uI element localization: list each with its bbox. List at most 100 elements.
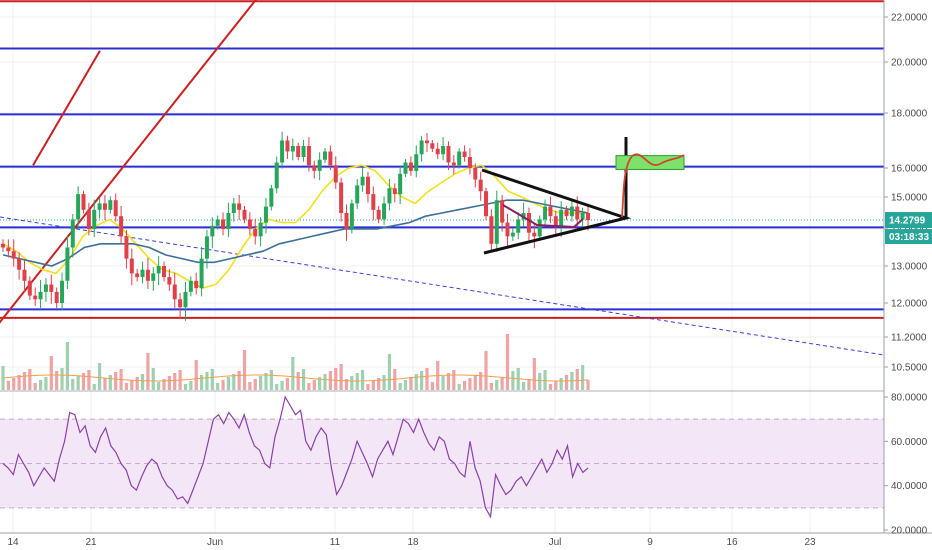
- volume-bar: [296, 372, 300, 390]
- candle-body: [559, 209, 564, 226]
- candle-body: [221, 219, 226, 229]
- horizontal-levels: [0, 0, 884, 319]
- candle-body: [510, 232, 515, 237]
- price-tick-label: 22.0000: [891, 13, 928, 24]
- volume-bar: [216, 383, 220, 390]
- candle-body: [215, 219, 220, 226]
- candle-body: [543, 206, 548, 220]
- volume-bar: [312, 380, 316, 390]
- rsi-polyline: [2, 395, 589, 519]
- candle-body: [70, 219, 75, 248]
- rsi-tick-label: 80.0000: [891, 393, 928, 404]
- candle-body: [6, 247, 11, 252]
- sma-line: [2, 199, 589, 267]
- volume-bar: [511, 371, 515, 390]
- volume-bar: [189, 381, 193, 390]
- candle-body: [355, 185, 360, 204]
- volume-bar: [28, 369, 32, 390]
- volume-bar: [248, 382, 252, 390]
- date-tick-label: 11: [330, 537, 341, 548]
- price-tick-label: 13.0000: [891, 262, 928, 273]
- volume-average: [2, 374, 589, 382]
- volume-bar: [446, 373, 451, 390]
- volume-bar: [87, 370, 91, 390]
- volume-bar: [210, 369, 214, 390]
- candle-body: [575, 206, 580, 220]
- date-tick-label: 16: [726, 537, 738, 548]
- candle-body: [414, 154, 419, 171]
- volume-bar: [559, 378, 563, 390]
- candle-body: [344, 213, 349, 229]
- price-tick-label: 16.0000: [891, 164, 928, 175]
- candle-body: [478, 179, 483, 192]
- volume-bar: [130, 380, 134, 390]
- volume-bar: [76, 376, 80, 390]
- volume-bar: [124, 383, 129, 390]
- volume-bar: [441, 376, 445, 390]
- volume-bar: [377, 378, 381, 390]
- candle-body: [167, 277, 172, 285]
- volume-bar: [403, 380, 408, 390]
- date-tick-label: Jun: [207, 537, 223, 548]
- candle-body: [484, 191, 489, 217]
- volume-bar: [226, 377, 231, 390]
- volume-bar: [22, 372, 27, 390]
- dashed-trendline: [0, 216, 885, 356]
- volume-bar: [382, 375, 386, 390]
- projected-path: [621, 153, 685, 218]
- candle-body: [17, 258, 22, 270]
- candle-body: [210, 225, 215, 237]
- volume-bar: [259, 376, 263, 390]
- volume-bar: [500, 377, 504, 390]
- candle-body: [494, 200, 499, 244]
- candle-body: [65, 247, 70, 281]
- gridlines: [0, 0, 884, 533]
- current-price-badge: [885, 212, 932, 229]
- volume-bar: [253, 379, 257, 390]
- date-tick-label: 14: [7, 537, 19, 548]
- pattern-overlay: [481, 137, 685, 255]
- volume-bar: [221, 380, 225, 390]
- candle-body: [119, 216, 124, 237]
- volume-bar: [323, 374, 327, 390]
- volume-bar: [554, 381, 558, 390]
- candle-body: [365, 176, 370, 195]
- candle-body: [86, 209, 91, 229]
- volume-bar: [371, 381, 375, 390]
- volume-bar: [339, 364, 343, 390]
- volume-bar: [366, 384, 370, 390]
- candle-body: [49, 284, 54, 292]
- candle-body: [360, 176, 365, 186]
- candle-body: [419, 140, 424, 155]
- candle-body: [38, 291, 43, 300]
- candle-body: [102, 203, 107, 210]
- volume-bar: [495, 380, 499, 390]
- volume-bar: [334, 368, 338, 390]
- volume-bar: [55, 371, 59, 390]
- candle-body: [226, 213, 231, 229]
- candle-body: [446, 146, 451, 163]
- candle-body: [349, 203, 354, 229]
- current-price-label: 14.2799: [889, 216, 926, 227]
- candle-body: [392, 188, 397, 195]
- candle-body: [27, 280, 32, 296]
- volume-bar: [65, 342, 70, 390]
- volume-bar: [307, 383, 311, 390]
- price-tick-label: 20.0000: [891, 58, 928, 69]
- volume-bar: [457, 384, 461, 390]
- candle-body: [317, 159, 322, 171]
- candle-body: [172, 284, 177, 300]
- candle-body: [269, 188, 274, 207]
- candle-body: [306, 146, 311, 166]
- candle-body: [553, 216, 558, 226]
- volume-bar: [38, 380, 43, 390]
- candle-body: [441, 146, 446, 155]
- candle-body: [371, 194, 376, 210]
- volume-bar: [532, 358, 536, 390]
- volume-bars: [1, 334, 590, 390]
- candle-body: [537, 219, 542, 237]
- candle-body: [1, 243, 5, 248]
- candle-body: [145, 269, 150, 281]
- volume-bar: [527, 379, 531, 390]
